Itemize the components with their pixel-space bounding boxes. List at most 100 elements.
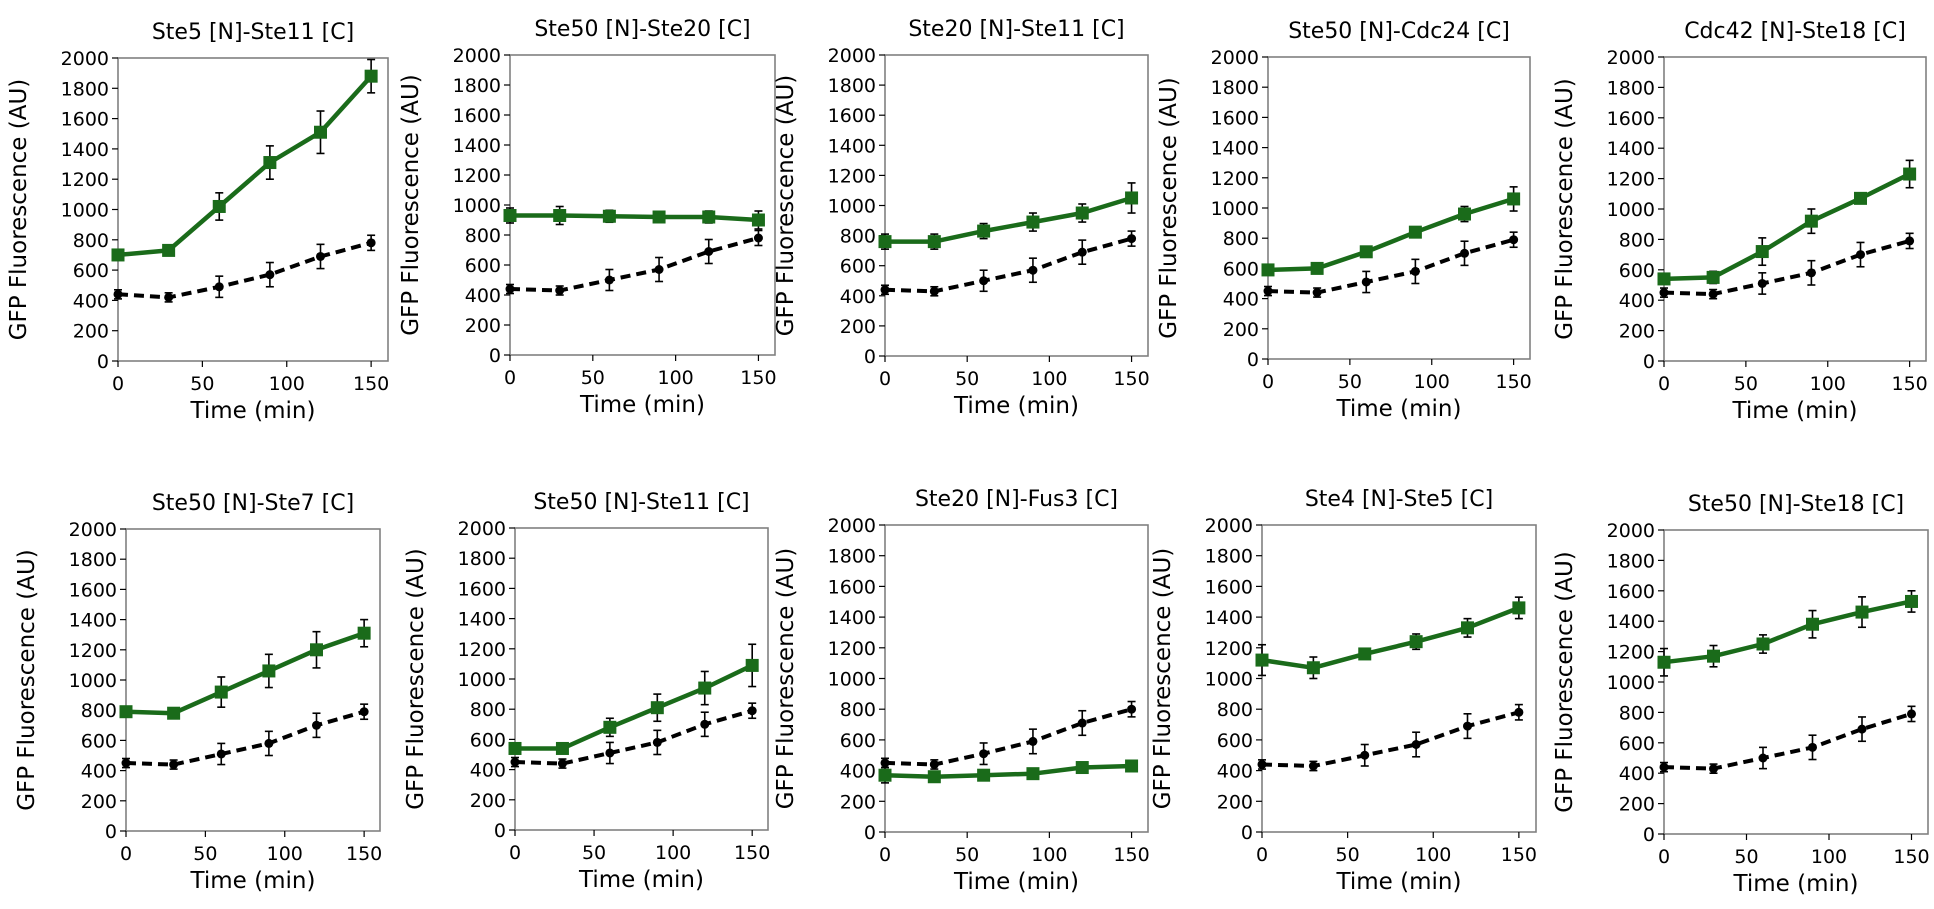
data-point	[1028, 736, 1038, 746]
plot-frame	[1663, 529, 1929, 835]
y-tick-label: 1200	[458, 639, 506, 661]
x-tick-label: 50	[1336, 844, 1360, 866]
data-point	[927, 770, 941, 784]
y-tick-label: 800	[1619, 229, 1655, 251]
chart-panel-5: Cdc42 [N]-Ste18 [C]020040060080010001200…	[1552, 19, 1928, 424]
y-tick-label: 1400	[458, 609, 506, 631]
y-tick-label: 1400	[1211, 138, 1259, 160]
y-tick-label: 1200	[1211, 168, 1259, 190]
y-tick-label: 1600	[1607, 581, 1655, 603]
data-point	[878, 768, 892, 782]
series-interaction	[1261, 186, 1521, 277]
x-tick-label: 0	[1262, 371, 1274, 393]
x-tick-label: 150	[346, 843, 382, 865]
data-point	[1755, 245, 1769, 259]
data-point	[700, 719, 710, 729]
y-tick-label: 2000	[453, 45, 501, 67]
y-tick-label: 200	[840, 316, 876, 338]
x-axis-label: Time (min)	[578, 867, 704, 893]
y-tick-label: 1200	[1607, 642, 1655, 664]
y-tick-label: 1400	[828, 607, 876, 629]
chart-title: Ste50 [N]-Ste7 [C]	[152, 491, 354, 516]
series-line	[1663, 171, 1911, 282]
y-tick-label: 1800	[453, 75, 501, 97]
data-point	[1361, 277, 1371, 287]
series-interaction	[878, 182, 1139, 250]
y-tick-label: 2000	[69, 519, 117, 541]
y-tick-label: 800	[840, 226, 876, 248]
data-point	[745, 658, 759, 672]
data-point	[878, 235, 892, 249]
data-point	[1756, 637, 1770, 651]
data-point	[702, 210, 716, 224]
y-tick-label: 600	[465, 255, 501, 277]
x-tick-label: 100	[655, 842, 691, 864]
y-tick-label: 600	[1217, 730, 1253, 752]
y-tick-label: 800	[465, 225, 501, 247]
data-point	[652, 210, 666, 224]
chart-title: Ste4 [N]-Ste5 [C]	[1305, 487, 1493, 512]
x-axis-label: Time (min)	[1732, 398, 1858, 424]
data-point	[1310, 261, 1324, 275]
y-tick-label: 1400	[1607, 138, 1655, 160]
y-axis-label: GFP Fluorescence (AU)	[1552, 78, 1578, 340]
series-line	[125, 709, 365, 767]
data-point	[1358, 647, 1372, 661]
x-axis-label: Time (min)	[190, 868, 316, 894]
data-point	[1857, 724, 1867, 734]
data-point	[1359, 245, 1373, 259]
y-tick-label: 1600	[828, 105, 876, 127]
series-control	[1263, 231, 1519, 298]
data-point	[119, 705, 133, 719]
x-tick-label: 50	[955, 844, 979, 866]
data-point	[929, 286, 939, 296]
data-point	[1512, 601, 1526, 615]
data-point	[1257, 759, 1267, 769]
series-interaction	[1657, 159, 1917, 286]
data-point	[364, 69, 378, 83]
series-interaction	[1255, 596, 1526, 680]
series-control	[505, 229, 763, 296]
data-point	[1308, 761, 1318, 771]
x-axis-label: Time (min)	[1336, 869, 1462, 895]
y-tick-label: 1800	[69, 549, 117, 571]
y-tick-label: 600	[470, 729, 506, 751]
data-point	[1458, 207, 1471, 221]
series-control	[121, 703, 369, 770]
y-tick-label: 0	[489, 345, 501, 367]
y-tick-label: 600	[73, 260, 109, 282]
y-tick-label: 400	[465, 285, 501, 307]
chart-title: Ste50 [N]-Ste11 [C]	[533, 490, 749, 515]
y-tick-label: 2000	[1211, 47, 1259, 69]
x-tick-label: 150	[1113, 844, 1149, 866]
data-point	[214, 685, 228, 699]
y-tick-label: 400	[1619, 290, 1655, 312]
data-point	[1707, 649, 1720, 663]
y-tick-label: 0	[864, 346, 876, 368]
series-line	[884, 707, 1133, 767]
y-tick-label: 1000	[453, 195, 501, 217]
x-tick-label: 150	[1501, 844, 1537, 866]
x-tick-label: 150	[1495, 371, 1531, 393]
y-tick-label: 600	[1619, 733, 1655, 755]
y-tick-label: 400	[1619, 763, 1655, 785]
data-point	[654, 265, 664, 274]
y-tick-label: 1000	[1607, 199, 1655, 221]
y-tick-label: 200	[1217, 791, 1253, 813]
data-point	[111, 248, 125, 262]
chart-title: Ste50 [N]-Ste20 [C]	[534, 17, 750, 42]
data-point	[262, 664, 276, 678]
series-interaction	[1657, 589, 1918, 677]
y-tick-label: 1000	[1205, 669, 1253, 691]
y-tick-label: 1800	[458, 548, 506, 570]
data-point	[1903, 167, 1917, 181]
series-control	[880, 230, 1137, 297]
data-point	[1411, 740, 1421, 750]
y-tick-label: 200	[1619, 794, 1655, 816]
series-line	[1267, 237, 1515, 295]
y-tick-label: 1400	[1607, 611, 1655, 633]
series-control	[510, 702, 757, 769]
series-control	[113, 234, 376, 303]
data-point	[1758, 753, 1768, 763]
data-point	[1028, 265, 1038, 275]
